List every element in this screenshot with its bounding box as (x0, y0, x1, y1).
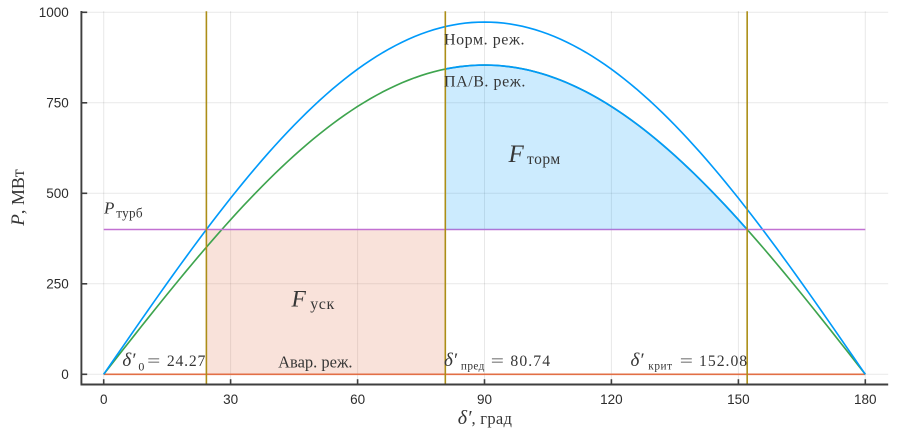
svg-text:ПА/В. реж.: ПА/В. реж. (444, 73, 526, 90)
svg-text:крит: крит (648, 361, 672, 373)
svg-text:F: F (508, 141, 525, 168)
svg-text:150: 150 (727, 392, 750, 407)
svg-text:δ′: δ′ (444, 350, 458, 371)
svg-text:Авар. реж.: Авар. реж. (278, 353, 352, 372)
svg-text:80.74: 80.74 (510, 353, 551, 370)
svg-text:δ′: δ′ (631, 350, 645, 371)
svg-text:=: = (680, 353, 693, 370)
svg-text:90: 90 (477, 392, 492, 407)
svg-text:P, МВт: P, МВт (8, 169, 29, 227)
svg-text:Норм. реж.: Норм. реж. (444, 31, 525, 48)
svg-text:пред: пред (461, 361, 485, 373)
svg-text:250: 250 (46, 277, 69, 292)
svg-text:60: 60 (350, 392, 365, 407)
svg-text:500: 500 (46, 186, 69, 201)
svg-text:0: 0 (61, 367, 69, 382)
svg-text:0: 0 (138, 359, 144, 373)
svg-text:0: 0 (100, 392, 108, 407)
svg-text:F: F (291, 286, 307, 312)
svg-text:180: 180 (854, 392, 877, 407)
svg-text:турб: турб (116, 206, 143, 221)
svg-text:δ′, град: δ′, град (458, 407, 513, 429)
svg-text:152.08: 152.08 (699, 353, 748, 370)
svg-text:1000: 1000 (39, 5, 69, 20)
svg-text:уск: уск (310, 296, 335, 313)
svg-text:750: 750 (46, 96, 69, 111)
svg-text:30: 30 (223, 392, 238, 407)
svg-text:24.27: 24.27 (167, 353, 206, 370)
svg-text:120: 120 (600, 392, 623, 407)
svg-text:=: = (147, 353, 160, 370)
svg-text:=: = (491, 353, 504, 370)
svg-text:δ′: δ′ (122, 350, 136, 371)
svg-text:P: P (103, 199, 114, 218)
svg-text:торм: торм (527, 151, 561, 168)
